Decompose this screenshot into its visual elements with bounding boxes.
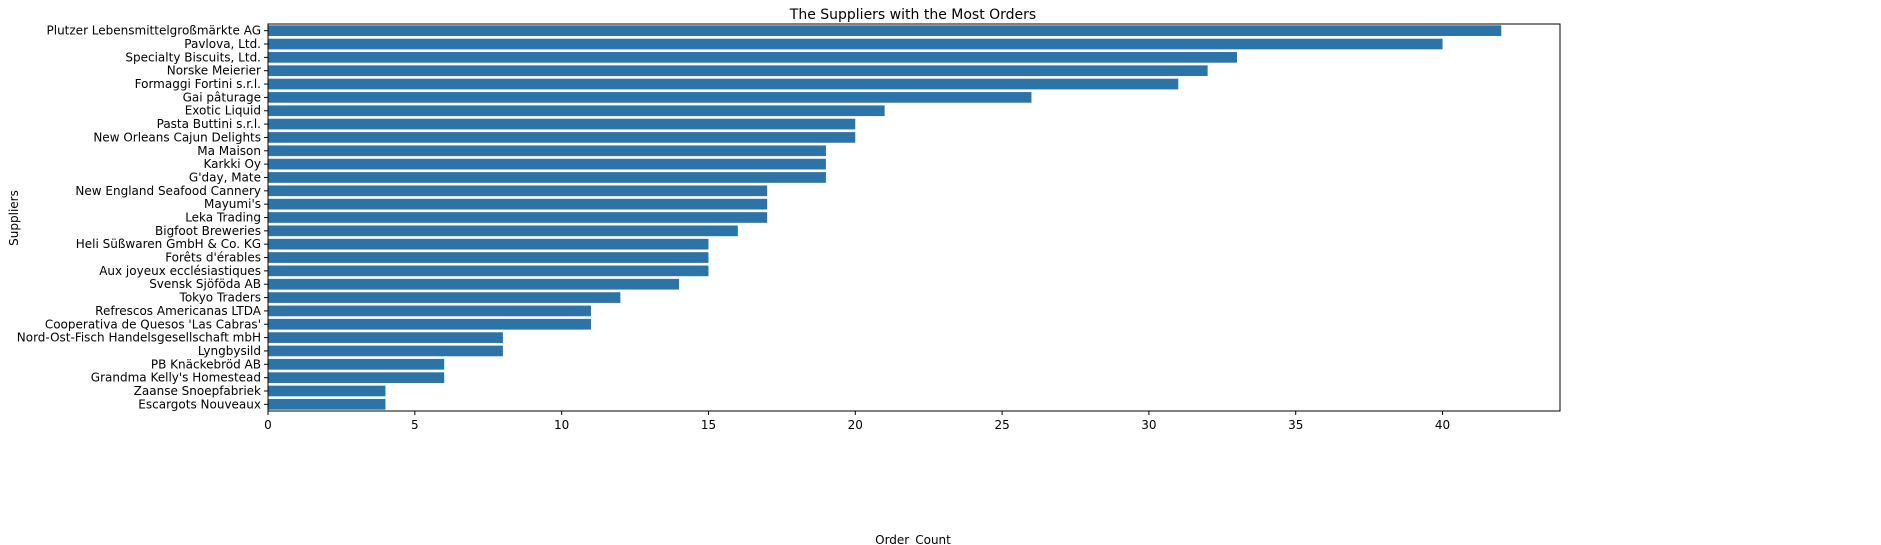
y-tick-label: Leka Trading — [185, 211, 261, 225]
bar — [268, 372, 445, 383]
bar — [268, 25, 1502, 37]
y-tick-label: Zaanse Snoepfabriek — [134, 384, 261, 398]
bar — [268, 252, 709, 263]
bar — [268, 305, 591, 317]
x-tick-label: 35 — [1288, 418, 1303, 432]
y-tick-label: Refrescos Americanas LTDA — [95, 304, 262, 318]
bars-group — [268, 25, 1502, 410]
bar — [268, 398, 386, 410]
x-tick-label: 5 — [411, 418, 419, 432]
bar — [268, 318, 591, 330]
x-axis-title: Order_Count — [875, 533, 951, 545]
bar — [268, 225, 738, 237]
bar — [268, 385, 386, 397]
bar — [268, 345, 503, 357]
y-tick-label: Cooperativa de Quesos 'Las Cabras' — [45, 317, 261, 331]
y-tick-label: G'day, Mate — [189, 170, 261, 184]
y-tick-label: New Orleans Cajun Delights — [93, 130, 261, 144]
bar — [268, 332, 503, 343]
chart-title: The Suppliers with the Most Orders — [789, 7, 1036, 23]
bar — [268, 52, 1237, 63]
x-tick-label: 40 — [1435, 418, 1450, 432]
y-axis-title: Suppliers — [7, 190, 21, 246]
bar — [268, 198, 768, 210]
x-tick-label: 30 — [1141, 418, 1156, 432]
y-axis-ticks: Plutzer Lebensmittelgroßmärkte AGPavlova… — [17, 24, 268, 411]
y-tick-label: Pasta Buttini s.r.l. — [157, 117, 261, 131]
y-tick-label: Bigfoot Breweries — [155, 224, 261, 238]
y-tick-label: Aux joyeux ecclésiastiques — [99, 264, 261, 278]
y-tick-label: Escargots Nouveaux — [138, 397, 261, 411]
y-tick-label: Mayumi's — [204, 197, 261, 211]
x-tick-label: 10 — [554, 418, 569, 432]
x-tick-label: 0 — [264, 418, 272, 432]
y-tick-label: Forêts d'érables — [165, 251, 261, 265]
y-tick-label: New England Seafood Cannery — [75, 184, 261, 198]
bar — [268, 118, 856, 130]
x-axis-ticks: 0 5 10 15 20 25 30 35 40 — [264, 411, 1450, 432]
bar — [268, 172, 826, 183]
y-tick-label: Ma Maison — [197, 144, 261, 158]
y-tick-label: Karkki Oy — [203, 157, 261, 171]
y-tick-label: Exotic Liquid — [185, 104, 261, 118]
axes-frame — [267, 23, 1561, 412]
x-tick-label: 20 — [848, 418, 863, 432]
y-tick-label: Pavlova, Ltd. — [184, 37, 261, 51]
bar — [268, 65, 1208, 77]
bar — [268, 278, 680, 290]
y-tick-label: PB Knäckebröd AB — [151, 357, 261, 371]
bar — [268, 238, 709, 250]
bar — [268, 92, 1032, 103]
plot-frame — [267, 23, 1561, 412]
bar — [268, 185, 768, 197]
bar — [268, 105, 885, 117]
y-tick-label: Tokyo Traders — [179, 291, 261, 305]
bar — [268, 265, 709, 277]
bar — [268, 358, 445, 370]
x-tick-label: 25 — [994, 418, 1009, 432]
bar — [268, 292, 621, 303]
y-tick-label: Gai pâturage — [183, 90, 261, 104]
y-tick-label: Svensk Sjöföda AB — [149, 277, 261, 291]
bar — [268, 158, 826, 170]
y-tick-label: Specialty Biscuits, Ltd. — [125, 50, 261, 64]
bar — [268, 145, 826, 157]
y-tick-label: Norske Meierier — [167, 64, 261, 78]
bar — [268, 38, 1443, 50]
y-tick-label: Heli Süßwaren GmbH & Co. KG — [76, 237, 261, 251]
y-tick-label: Lyngbysild — [198, 344, 261, 358]
y-tick-label: Plutzer Lebensmittelgroßmärkte AG — [47, 24, 262, 38]
y-tick-label: Grandma Kelly's Homestead — [91, 371, 261, 385]
bar — [268, 212, 768, 223]
bar — [268, 132, 856, 143]
y-tick-label: Formaggi Fortini s.r.l. — [135, 77, 261, 91]
y-tick-label: Nord-Ost-Fisch Handelsgesellschaft mbH — [17, 331, 261, 345]
x-tick-label: 15 — [701, 418, 716, 432]
bar — [268, 78, 1179, 90]
